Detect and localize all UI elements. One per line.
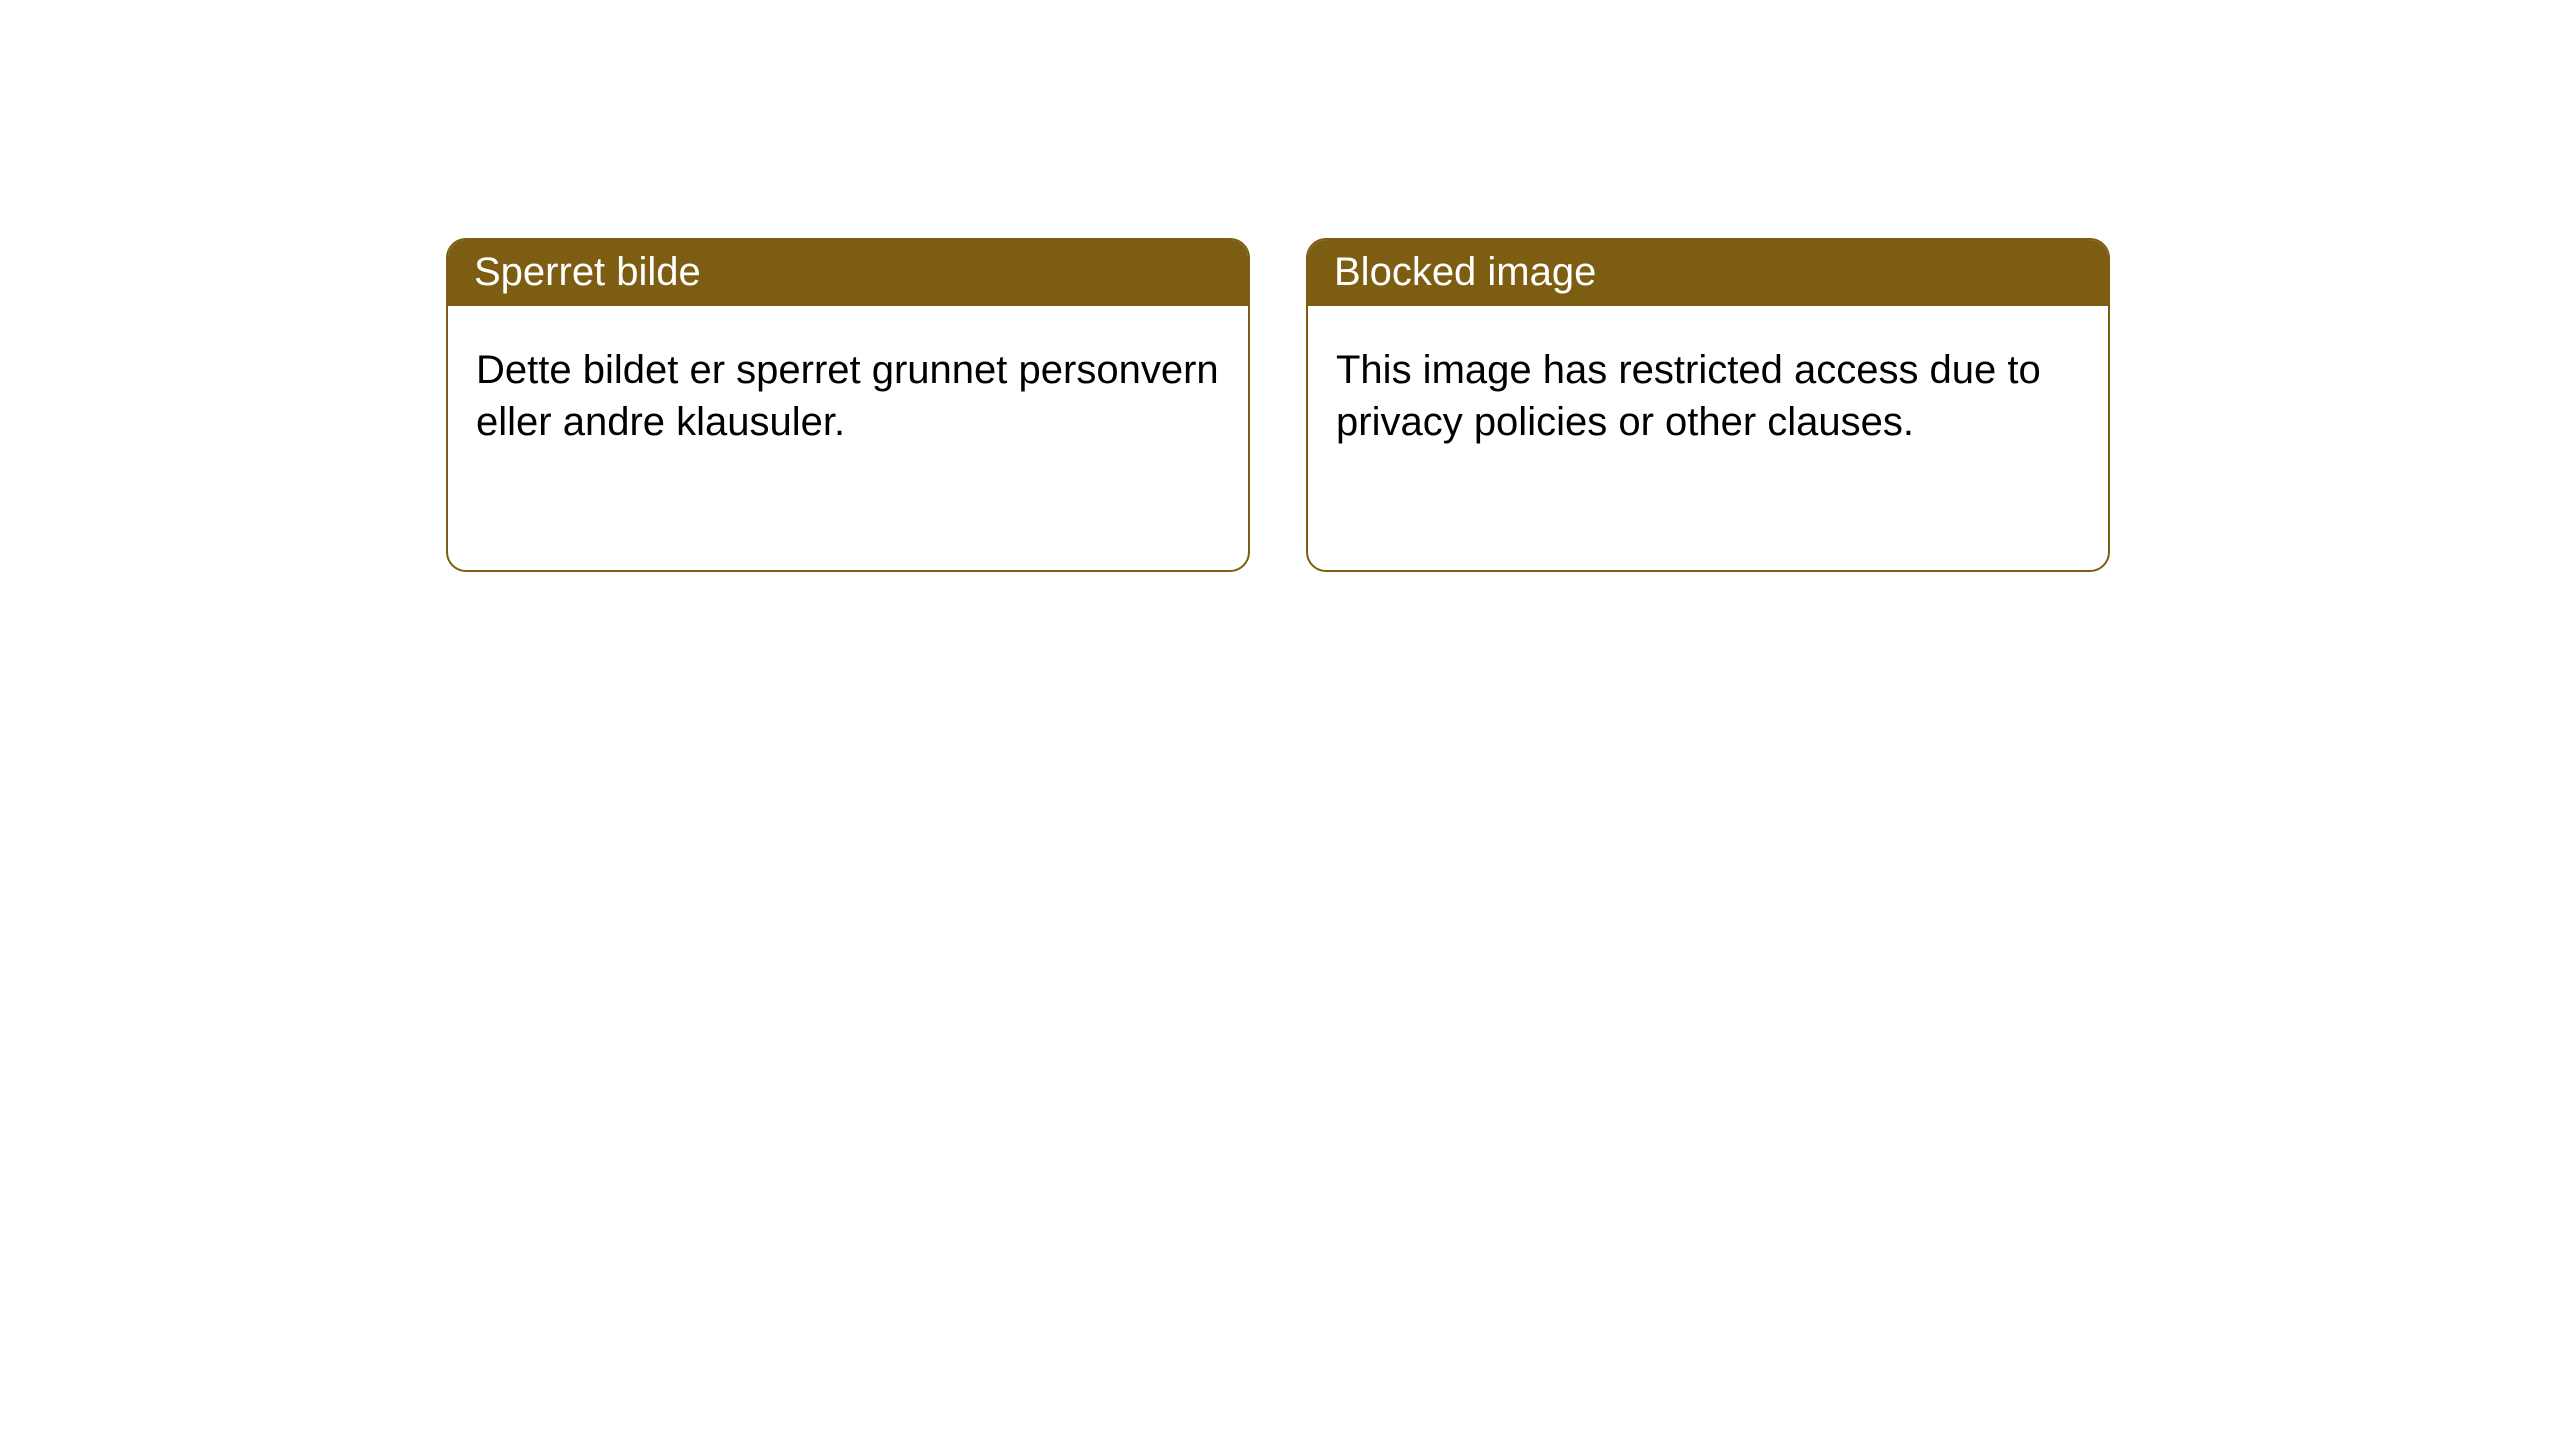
notice-card-norwegian: Sperret bilde Dette bildet er sperret gr… (446, 238, 1250, 572)
notice-container: Sperret bilde Dette bildet er sperret gr… (0, 0, 2560, 572)
notice-body: This image has restricted access due to … (1308, 306, 2108, 486)
notice-header: Sperret bilde (448, 240, 1248, 306)
notice-header: Blocked image (1308, 240, 2108, 306)
notice-body: Dette bildet er sperret grunnet personve… (448, 306, 1248, 486)
notice-card-english: Blocked image This image has restricted … (1306, 238, 2110, 572)
